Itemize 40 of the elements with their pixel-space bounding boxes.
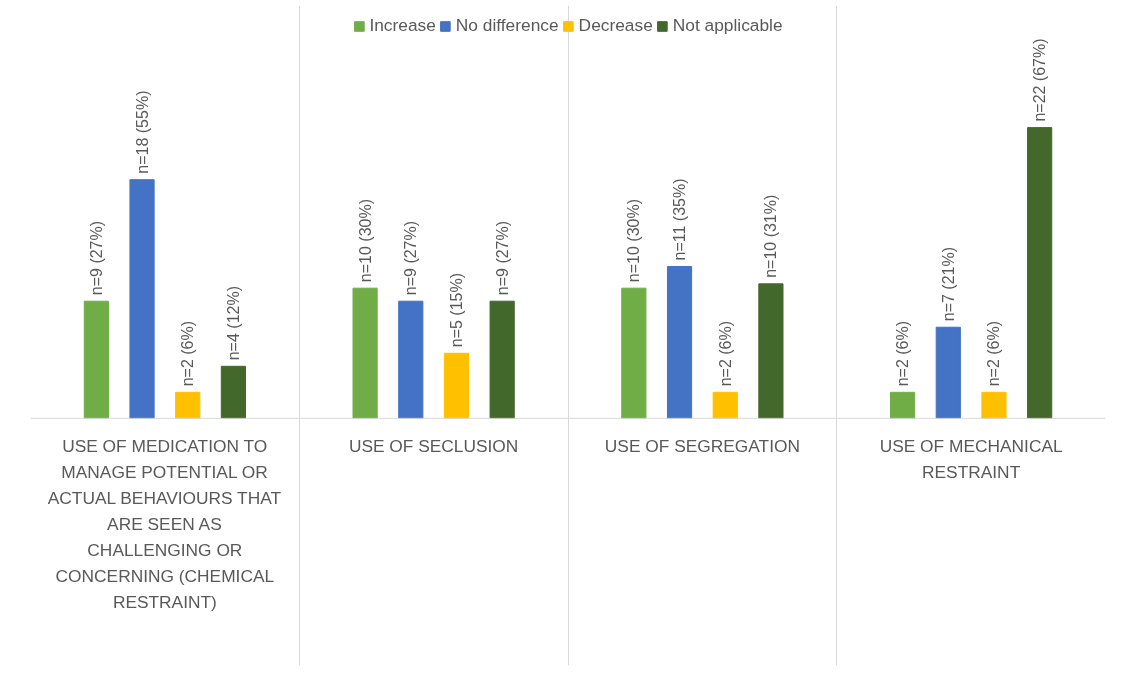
bar <box>443 352 470 419</box>
data-label: n=9 (27%) <box>402 220 420 296</box>
bar <box>129 179 155 419</box>
bar <box>935 326 961 419</box>
bar <box>83 300 109 419</box>
legend-label: Decrease <box>578 15 653 36</box>
data-label: n=22 (67%) <box>1031 38 1049 122</box>
x-tick-label: USE OF SEGREGATION <box>604 436 800 457</box>
bar <box>890 391 916 419</box>
x-tick-label: USE OF SECLUSION <box>348 436 519 457</box>
bar <box>758 283 784 419</box>
data-label: n=4 (12%) <box>224 286 242 361</box>
data-label: n=9 (27%) <box>87 220 105 296</box>
bar <box>1027 127 1053 419</box>
data-label: n=2 (6%) <box>716 320 734 387</box>
bar <box>621 287 647 419</box>
legend-label: No difference <box>455 15 559 36</box>
x-tick-label: USE OF MECHANICAL RESTRAINT <box>879 436 1063 483</box>
legend-label: Increase <box>369 15 436 36</box>
bar <box>352 287 378 419</box>
data-label: n=7 (21%) <box>939 246 957 322</box>
bar <box>398 300 424 419</box>
bar <box>489 300 515 419</box>
bar <box>712 391 738 419</box>
legend-label: Not applicable <box>672 15 783 36</box>
data-label: n=11 (35%) <box>671 178 689 261</box>
data-label: n=10 (31%) <box>762 194 780 278</box>
bar <box>666 265 693 419</box>
data-label: n=9 (27%) <box>493 220 511 296</box>
bar <box>175 391 201 419</box>
x-tick-label: USE OF MEDICATION TO MANAGE POTENTIAL OR ACTUAL BEHAVIOURS THAT ARE SEEN AS CHALLENGING OR CONCERNING (CHEMICAL RESTRAINT) <box>47 436 282 613</box>
data-label: n=18 (55%) <box>133 90 151 174</box>
data-label: n=2 (6%) <box>985 320 1003 387</box>
data-label: n=10 (30%) <box>356 199 374 283</box>
data-label: n=2 (6%) <box>894 320 912 387</box>
data-label: n=10 (30%) <box>625 199 643 283</box>
bar <box>220 365 246 419</box>
bar <box>981 391 1007 419</box>
data-label: n=5 (15%) <box>447 273 465 348</box>
data-label: n=2 (6%) <box>179 320 197 387</box>
